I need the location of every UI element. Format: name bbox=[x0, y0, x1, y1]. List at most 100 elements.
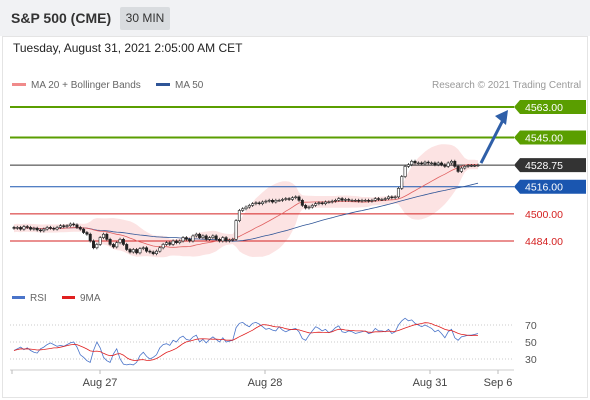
x-tick-label: Aug 28 bbox=[248, 377, 283, 389]
candle bbox=[32, 226, 36, 231]
candle bbox=[466, 163, 470, 168]
ma20-line bbox=[13, 164, 479, 248]
candle bbox=[340, 197, 344, 202]
candle bbox=[161, 242, 165, 250]
candle bbox=[201, 234, 205, 240]
candle bbox=[39, 228, 43, 233]
projection-arrowhead bbox=[495, 110, 508, 125]
candle bbox=[45, 225, 49, 231]
candle bbox=[473, 163, 477, 168]
candle bbox=[343, 197, 347, 202]
bollinger-band bbox=[14, 144, 478, 258]
candle bbox=[416, 161, 420, 165]
candle bbox=[198, 232, 202, 240]
candle bbox=[350, 198, 354, 202]
candle bbox=[171, 239, 175, 246]
candle bbox=[15, 225, 19, 230]
candle bbox=[459, 166, 463, 173]
candle bbox=[456, 164, 460, 173]
candle bbox=[131, 247, 135, 254]
candle bbox=[231, 237, 235, 242]
candle bbox=[234, 219, 238, 241]
candle bbox=[443, 163, 447, 168]
candle bbox=[396, 186, 400, 199]
candle bbox=[357, 198, 361, 203]
ma20-swatch bbox=[12, 82, 26, 86]
ma50-swatch bbox=[156, 82, 170, 86]
candle bbox=[337, 197, 341, 202]
candle bbox=[25, 225, 29, 229]
projection-arrow-line bbox=[479, 119, 505, 164]
candle bbox=[85, 230, 89, 236]
x-tick-label: Aug 27 bbox=[83, 377, 118, 389]
candle bbox=[476, 163, 480, 168]
candle bbox=[241, 207, 245, 212]
candle bbox=[95, 242, 99, 250]
candle bbox=[141, 246, 145, 251]
candle bbox=[174, 239, 178, 245]
candle bbox=[280, 197, 284, 202]
candle bbox=[393, 195, 397, 200]
candle bbox=[310, 203, 314, 209]
candle bbox=[108, 237, 112, 246]
rsi-swatch bbox=[12, 295, 25, 299]
candle bbox=[19, 225, 23, 231]
candle bbox=[42, 227, 46, 233]
candle bbox=[204, 234, 208, 241]
candle bbox=[194, 232, 198, 238]
candle bbox=[227, 238, 231, 243]
candle bbox=[164, 241, 168, 246]
candle bbox=[184, 236, 188, 241]
candle bbox=[158, 246, 162, 253]
candle bbox=[52, 226, 56, 231]
level-label-0: 4563.00 bbox=[525, 102, 563, 114]
candle bbox=[333, 198, 337, 203]
level-label-5: 4484.00 bbox=[525, 236, 563, 248]
candle bbox=[390, 195, 394, 200]
candle bbox=[237, 208, 241, 223]
candle bbox=[168, 241, 172, 246]
candle bbox=[151, 250, 155, 256]
candle bbox=[48, 225, 52, 230]
level-tag-1 bbox=[514, 130, 586, 145]
rsi-level-label: 50 bbox=[525, 337, 537, 349]
candle bbox=[360, 198, 364, 203]
candle bbox=[101, 232, 105, 240]
candle bbox=[436, 161, 440, 167]
candle bbox=[324, 200, 328, 206]
candle bbox=[121, 237, 125, 246]
candle bbox=[426, 160, 430, 165]
candle bbox=[287, 197, 291, 201]
candle bbox=[277, 198, 281, 202]
candle bbox=[317, 201, 321, 206]
candle bbox=[410, 159, 414, 167]
candle bbox=[111, 242, 115, 249]
x-tick-label: Sep 6 bbox=[484, 377, 513, 389]
timestamp: Tuesday, August 31, 2021 2:05:00 AM CET bbox=[13, 41, 243, 55]
candle bbox=[400, 175, 404, 190]
candle bbox=[271, 198, 275, 204]
candle bbox=[274, 198, 278, 204]
level-label-3: 4516.00 bbox=[525, 182, 563, 194]
candle bbox=[403, 164, 407, 179]
candle bbox=[12, 225, 16, 230]
legend-9ma: 9MA bbox=[62, 293, 101, 304]
candle bbox=[413, 159, 417, 165]
candle bbox=[330, 199, 334, 204]
candle bbox=[208, 236, 212, 241]
candle bbox=[383, 197, 387, 201]
candle bbox=[420, 161, 424, 166]
level-tag-3 bbox=[514, 179, 586, 194]
candle bbox=[155, 249, 159, 256]
candle bbox=[72, 222, 76, 227]
ma20-label: MA 20 + Bollinger Bands bbox=[31, 80, 141, 91]
candle bbox=[267, 198, 271, 203]
candle bbox=[58, 224, 62, 229]
candle bbox=[327, 200, 331, 204]
candle bbox=[68, 222, 72, 228]
candle bbox=[105, 232, 109, 241]
candle bbox=[211, 234, 215, 240]
candle bbox=[224, 236, 228, 243]
timeframe-button[interactable]: 30 MIN bbox=[120, 7, 170, 30]
